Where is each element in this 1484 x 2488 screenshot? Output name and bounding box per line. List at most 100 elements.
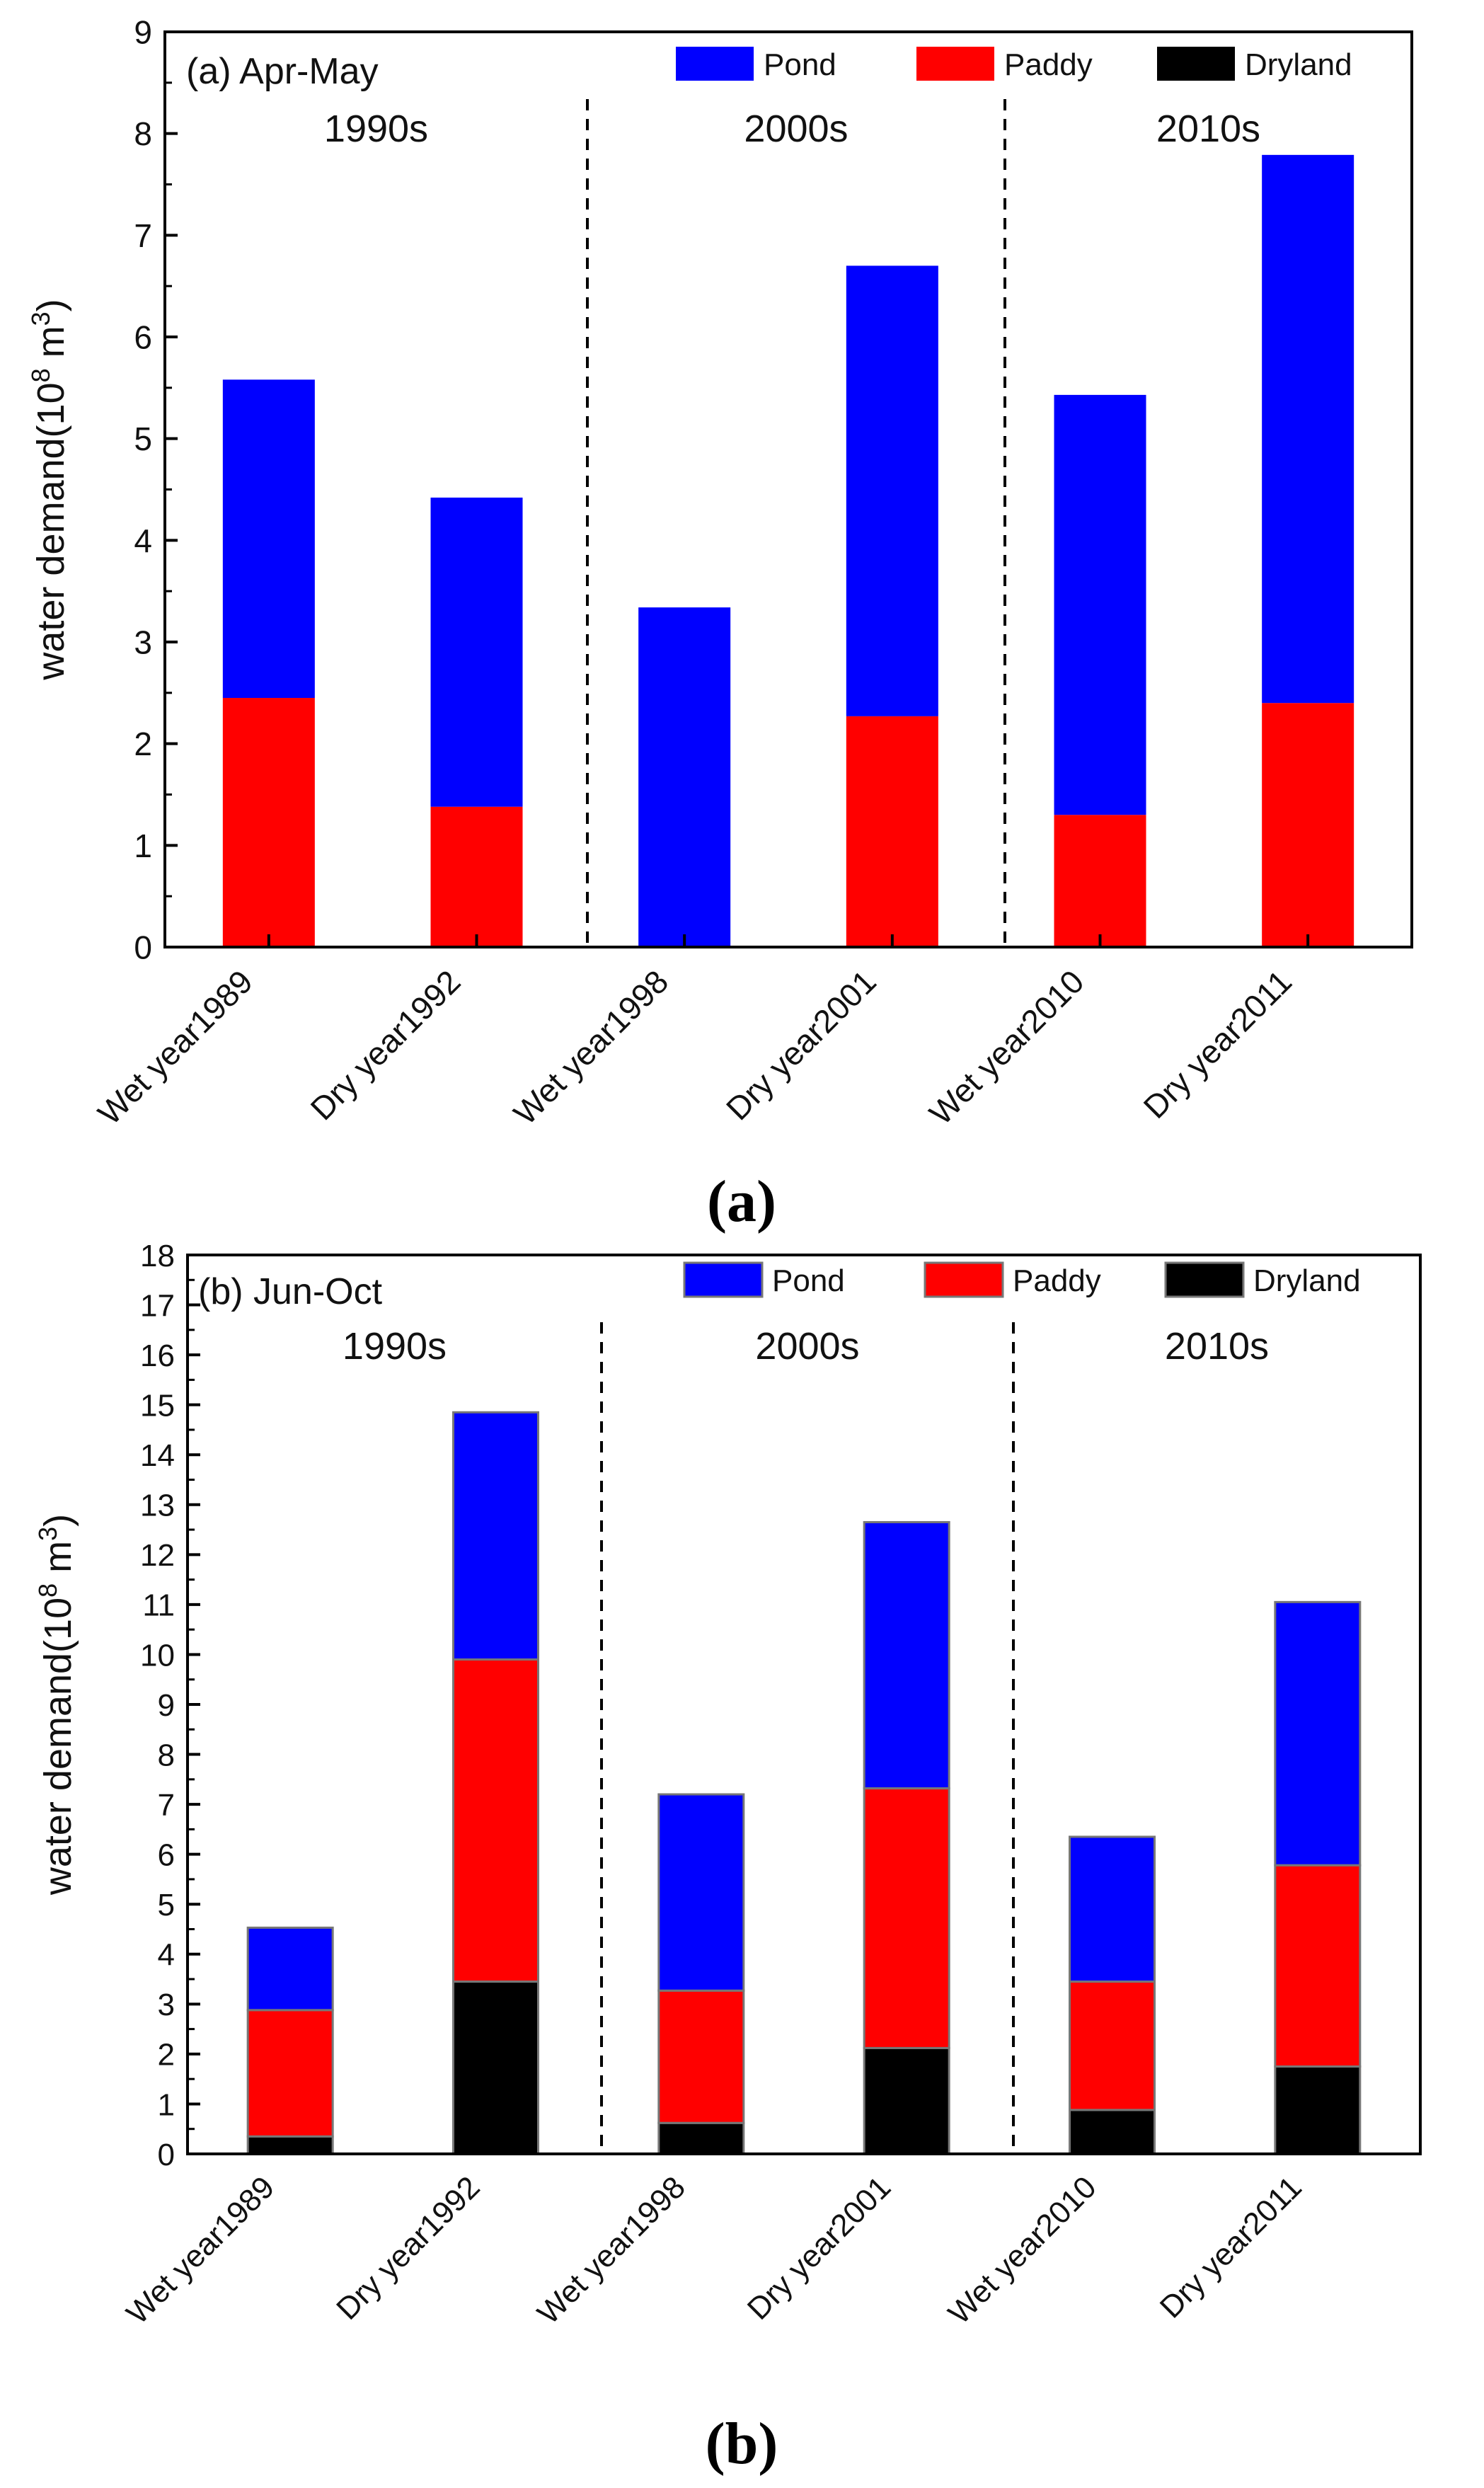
b-ytick-label-15: 15 [140, 1389, 175, 1423]
b-category-label-0: Wet year1989 [120, 2169, 281, 2331]
b-ytick-label-13: 13 [140, 1489, 175, 1523]
b-legend-label-paddy: Paddy [1013, 1263, 1101, 1298]
b-ytick-label-12: 12 [140, 1538, 175, 1573]
b-legend-swatch-dryland [1164, 1261, 1245, 1298]
a-category-label-4: Wet year2010 [922, 963, 1091, 1132]
b-chart-title: (b) Jun-Oct [198, 1271, 383, 1312]
a-bar-pond-4 [1054, 394, 1146, 815]
a-y-axis-title-part-2: m [30, 326, 72, 368]
a-decade-label-2000s: 2000s [744, 108, 848, 150]
b-bar-dryland-5 [1274, 2065, 1362, 2155]
b-category-label-3: Dry year2001 [741, 2169, 897, 2326]
b-figure-caption-part-1: b [725, 2411, 759, 2477]
a-figure-caption-part-2: ) [757, 1169, 776, 1234]
a-category-label-5: Dry year2011 [1137, 963, 1299, 1125]
b-y-axis-title-part-1: 8 [33, 1583, 62, 1598]
b-category-label-1: Dry year1992 [330, 2169, 486, 2326]
b-y-axis-title-part-2: m [37, 1541, 79, 1583]
a-legend-label-paddy: Paddy [1004, 47, 1093, 82]
a-ytick-label-9: 9 [134, 14, 152, 51]
b-ytick-label-7: 7 [158, 1788, 175, 1823]
b-legend-swatch-pond [683, 1261, 764, 1298]
a-bar-pond-5 [1262, 154, 1354, 704]
b-ytick-label-2: 2 [158, 2038, 175, 2073]
b-bar-dryland-1 [452, 1980, 539, 2155]
b-plot-frame [186, 1254, 1422, 2155]
b-ytick-label-18: 18 [140, 1239, 175, 1273]
a-ytick-label-0: 0 [134, 929, 152, 966]
a-plot-frame [163, 30, 1413, 948]
a-legend-swatch-paddy [916, 47, 994, 81]
a-chart-title: (a) Apr-May [186, 51, 379, 92]
a-legend-label-dryland: Dryland [1245, 47, 1352, 82]
a-y-axis-title-part-0: water demand(10 [30, 382, 72, 680]
b-y-axis-title: water demand(108 m3) [33, 1514, 80, 1896]
a-bar-paddy-5 [1262, 703, 1354, 947]
a-figure-caption-part-0: ( [707, 1169, 727, 1234]
b-category-label-2: Wet year1998 [531, 2169, 692, 2331]
a-y-axis-title: water demand(108 m3) [26, 299, 73, 680]
b-ytick-label-4: 4 [158, 1938, 175, 1973]
a-y-axis-title-part-3: 3 [26, 311, 55, 326]
a-ytick-label-7: 7 [134, 217, 152, 254]
b-ytick-label-1: 1 [158, 2087, 175, 2122]
b-ytick-label-16: 16 [140, 1338, 175, 1373]
a-decade-label-1990s: 1990s [324, 108, 428, 150]
a-ytick-label-2: 2 [134, 726, 152, 762]
a-decade-label-2010s: 2010s [1156, 108, 1260, 150]
b-bar-paddy-1 [452, 1658, 539, 1983]
a-y-axis-title-part-1: 8 [26, 368, 55, 382]
b-figure-caption: (b) [706, 2411, 778, 2477]
b-bar-pond-2 [657, 1793, 745, 1992]
a-bar-paddy-0 [222, 698, 315, 947]
b-bar-paddy-3 [863, 1787, 950, 2049]
b-legend-label-pond: Pond [772, 1263, 845, 1298]
b-ytick-label-14: 14 [140, 1438, 175, 1473]
b-bar-paddy-4 [1069, 1980, 1156, 2111]
a-ytick-label-5: 5 [134, 420, 152, 457]
a-category-label-3: Dry year2001 [719, 963, 883, 1127]
a-ytick-label-1: 1 [134, 827, 152, 864]
a-ytick-label-3: 3 [134, 624, 152, 661]
b-y-axis-title-part-0: water demand(10 [37, 1598, 79, 1896]
b-legend-label-dryland: Dryland [1253, 1263, 1361, 1298]
b-ytick-label-10: 10 [140, 1638, 175, 1673]
b-ytick-label-11: 11 [142, 1588, 175, 1623]
b-category-label-5: Dry year2011 [1154, 2169, 1308, 2324]
a-y-axis-title-part-4: ) [30, 299, 72, 311]
b-bar-pond-1 [452, 1411, 539, 1661]
a-ytick-label-8: 8 [134, 115, 152, 152]
a-ytick-label-6: 6 [134, 319, 152, 356]
a-legend-swatch-pond [676, 47, 754, 81]
a-bar-pond-1 [430, 497, 523, 807]
b-bar-pond-0 [246, 1926, 334, 2012]
b-bar-dryland-3 [863, 2046, 950, 2155]
b-category-label-4: Wet year2010 [942, 2169, 1103, 2331]
b-decade-label-2010s: 2010s [1165, 1325, 1269, 1368]
b-bar-pond-3 [863, 1520, 950, 1790]
b-bar-pond-4 [1069, 1835, 1156, 1983]
b-y-axis-title-part-3: 3 [33, 1527, 62, 1541]
a-ytick-label-4: 4 [134, 522, 152, 559]
a-bar-pond-2 [638, 607, 731, 947]
b-ytick-label-8: 8 [158, 1738, 175, 1772]
b-ytick-label-6: 6 [158, 1838, 175, 1873]
a-category-label-0: Wet year1989 [91, 963, 260, 1132]
b-bar-paddy-2 [657, 1989, 745, 2124]
a-bar-paddy-4 [1054, 815, 1146, 947]
b-ytick-label-0: 0 [158, 2138, 175, 2172]
a-category-label-2: Wet year1998 [507, 963, 676, 1132]
a-bar-pond-3 [846, 265, 938, 716]
b-ytick-label-3: 3 [158, 1988, 175, 2022]
b-decade-label-2000s: 2000s [755, 1325, 859, 1368]
b-bar-paddy-0 [246, 2009, 334, 2138]
a-legend-label-pond: Pond [764, 47, 836, 82]
a-figure-caption: (a) [707, 1169, 776, 1234]
b-ytick-label-17: 17 [140, 1288, 175, 1323]
b-figure-caption-part-0: ( [706, 2411, 725, 2477]
b-ytick-label-5: 5 [158, 1888, 175, 1922]
b-ytick-label-9: 9 [158, 1688, 175, 1723]
